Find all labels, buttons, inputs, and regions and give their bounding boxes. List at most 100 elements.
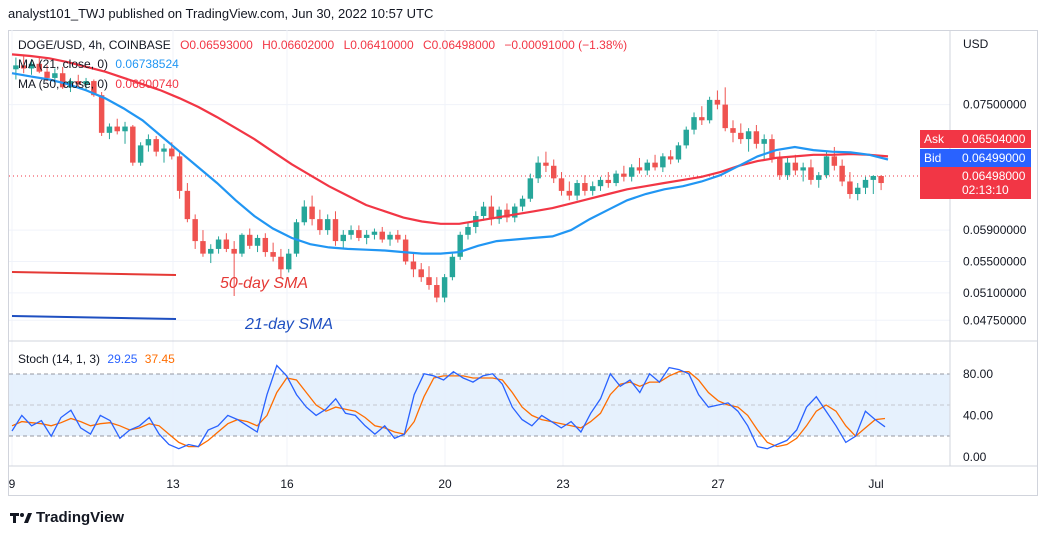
candle-body (114, 126, 120, 132)
candle-body (247, 234, 253, 246)
candle-body (862, 179, 869, 188)
ask-label: Ask (924, 132, 945, 146)
candle-body (379, 231, 385, 240)
candle-body (543, 162, 549, 166)
ohlc-low: L0.06410000 (343, 38, 414, 52)
ma50-legend: MA (50, close, 0) 0.06800740 (18, 77, 179, 91)
candle-body (161, 148, 167, 152)
candle-body (395, 234, 401, 240)
candle-body (137, 145, 144, 163)
annotation-sma21: 21-day SMA (245, 316, 334, 333)
candle-body (847, 181, 853, 195)
ma50-value: 0.06800740 (115, 77, 179, 91)
stoch-label: Stoch (14, 1, 3) (18, 352, 101, 366)
candle-body (348, 230, 354, 235)
ma50-label: MA (50, close, 0) (18, 77, 109, 91)
candle-body (332, 219, 339, 242)
candle-body (208, 248, 214, 254)
candle-body (59, 73, 66, 88)
time-tick-label: 20 (438, 477, 452, 491)
chart-frame (8, 30, 1038, 496)
candle-body (878, 175, 884, 184)
candle-body (301, 206, 308, 223)
candle-body (410, 261, 417, 270)
candle-body (192, 219, 198, 242)
candle-body (122, 126, 128, 132)
candle-body (363, 234, 370, 238)
candle-body (106, 126, 113, 133)
candle-body (13, 65, 19, 70)
candle-body (387, 234, 393, 240)
candle-body (480, 206, 487, 216)
stoch-tick-label: 0.00 (963, 450, 987, 464)
candle-body (496, 209, 502, 220)
candle-body (153, 139, 159, 152)
ohlc-change: −0.00091000 (−1.38%) (504, 38, 628, 52)
candle-body (371, 231, 378, 235)
candle-body (699, 117, 705, 121)
candle-body (44, 71, 50, 78)
candle-body (270, 252, 276, 257)
candle-body (652, 162, 658, 168)
time-axis-labels: 9 13 16 20 23 27 Jul (9, 477, 884, 491)
candle-body (145, 139, 152, 146)
candle-body (582, 183, 588, 191)
candle-body (706, 99, 713, 121)
candle-body (574, 183, 580, 196)
price-axis-unit: USD (963, 37, 989, 51)
candle-body (745, 131, 752, 140)
footer-brand[interactable]: TradingView (10, 509, 124, 526)
candle-body (426, 277, 432, 286)
candle-body (340, 234, 347, 242)
candle-body (434, 285, 440, 298)
candle-body (527, 178, 534, 199)
candles (13, 55, 884, 303)
annotation-line-sma50 (11, 271, 177, 276)
candle-body (285, 253, 292, 270)
candle-body (636, 167, 643, 171)
annotation-line-sma21 (11, 315, 177, 320)
symbol-legend: DOGE/USD, 4h, COINBASE O0.06593000 H0.06… (18, 38, 627, 52)
candle-body (317, 219, 323, 231)
bid-tag: Bid 0.06499000 (920, 149, 1031, 167)
candle-body (465, 226, 471, 235)
candle-body (730, 128, 736, 133)
time-tick-label: 27 (711, 477, 725, 491)
ma21-value: 0.06738524 (115, 57, 179, 71)
last-price-value: 0.06498000 (962, 169, 1026, 183)
countdown: 02:13:10 (962, 183, 1009, 197)
candle-body (441, 277, 448, 298)
tradingview-logo-icon (10, 512, 32, 524)
candle-body (597, 179, 604, 187)
ohlc-high: H0.06602000 (262, 38, 335, 52)
bid-label: Bid (924, 151, 942, 165)
time-tick-label: 23 (556, 477, 570, 491)
candle-body (831, 156, 838, 166)
candle-body (738, 132, 744, 140)
candle-body (722, 104, 728, 129)
candle-body (519, 198, 526, 207)
candle-body (558, 178, 565, 191)
candle-body (184, 190, 191, 220)
price-tick-label: 0.05100000 (963, 286, 1027, 300)
time-tick-label: 9 (9, 477, 16, 491)
candle-body (293, 222, 300, 254)
candle-body (75, 81, 81, 85)
candle-body (714, 99, 721, 105)
candle-body (769, 139, 775, 158)
candle-body (683, 129, 689, 146)
time-tick-label: 16 (280, 477, 294, 491)
price-axis-labels: 0.07500000 0.05900000 0.05500000 0.05100000… (963, 98, 1027, 328)
candle-body (839, 165, 845, 182)
candle-body (800, 167, 806, 171)
candle-body (176, 156, 183, 191)
candle-body (356, 230, 362, 238)
time-tick-label: Jul (868, 477, 883, 491)
annotation-sma50: 50-day SMA (220, 275, 309, 292)
ohlc-open: O0.06593000 (180, 38, 253, 52)
candle-body (309, 206, 315, 220)
candle-body (621, 173, 627, 177)
candle-body (613, 173, 619, 184)
candle-body (504, 209, 510, 218)
